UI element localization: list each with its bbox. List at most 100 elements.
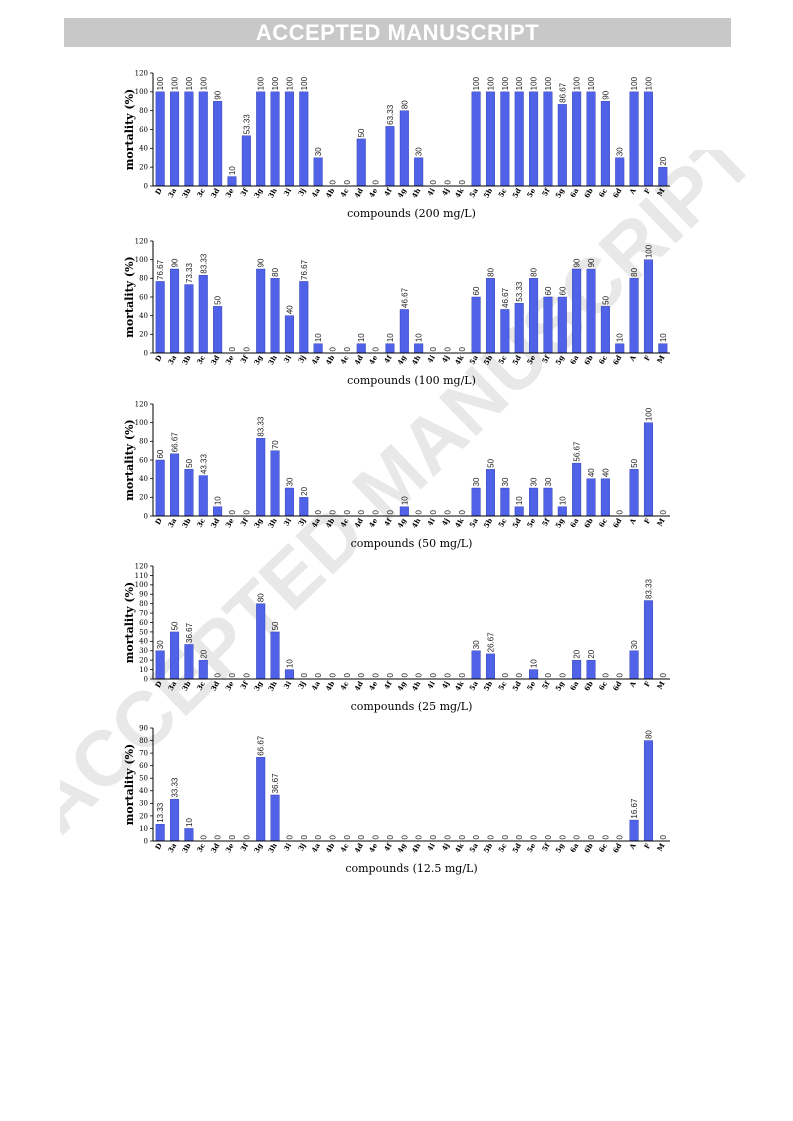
data-label: 76.67 [156,259,165,280]
category-label: 3i [282,516,294,527]
data-label: 0 [501,835,510,840]
category-label: 3h [266,187,279,200]
data-label: 0 [228,510,237,515]
data-label: 86.67 [558,82,567,103]
bar-F [643,600,653,680]
category-label: 4b [324,841,337,854]
category-label: 5c [496,842,508,854]
bar-chart-3: 02040608010012060D66.673a503b43.333c103d… [123,400,670,550]
bar-3j [299,281,309,354]
data-label: 0 [228,673,237,678]
category-label: F [642,841,652,850]
data-label: 0 [429,510,438,515]
data-label: 90 [601,90,610,99]
data-label: 30 [472,640,481,649]
bar-3g [256,268,266,354]
category-label: 3h [266,354,279,367]
data-label: 0 [343,835,352,840]
bar-D [155,91,165,187]
bar-5e [529,91,539,187]
y-tick-label: 40 [139,787,148,795]
bar-3b [184,91,194,187]
bar-5a [471,296,481,354]
bar-3d [213,306,223,354]
y-tick-label: 50 [139,628,148,636]
category-label: A [627,186,638,197]
category-label: 3j [296,680,307,691]
data-label: 10 [214,496,223,505]
category-label: 3a [166,353,179,366]
bar-3d [213,506,223,517]
category-label: 5d [510,186,523,199]
category-label: 5g [553,516,566,529]
data-label: 0 [242,510,251,515]
y-axis-title: mortality (%) [123,419,136,501]
category-label: 6a [568,679,581,692]
category-label: 4i [425,353,437,364]
category-label: 5e [525,679,538,692]
bar-3h [270,91,280,187]
category-label: 5f [540,841,552,853]
category-label: 4f [382,841,394,853]
category-label: 5b [482,186,495,199]
data-label: 0 [300,673,309,678]
data-label: 0 [285,835,294,840]
category-label: 3f [238,353,250,365]
data-label: 0 [429,347,438,352]
category-label: A [627,353,638,364]
category-label: 3e [223,353,236,366]
category-label: 5b [482,353,495,366]
data-label: 90 [257,258,266,267]
data-label: 0 [515,835,524,840]
data-label: 10 [515,496,524,505]
data-label: 0 [501,673,510,678]
category-label: D [153,354,164,364]
x-axis-title: compounds (200 mg/L) [347,207,476,220]
bar-5c [500,487,510,517]
category-label: 4i [425,841,437,852]
category-label: 4d [352,353,365,366]
category-label: M [655,841,667,852]
data-label: 0 [314,835,323,840]
data-label: 40 [587,468,596,477]
category-label: 5e [525,841,538,854]
category-label: 3b [180,516,193,529]
y-tick-label: 20 [139,331,148,339]
data-label: 0 [357,673,366,678]
data-label: 83.33 [199,253,208,274]
data-label: 0 [515,673,524,678]
bar-D [155,650,165,680]
data-label: 10 [415,333,424,342]
category-label: 3a [166,186,179,199]
category-label: 6c [597,680,609,692]
category-label: 6b [582,186,595,199]
category-label: 4c [338,842,350,854]
data-label: 0 [300,835,309,840]
category-label: 4a [309,679,322,692]
data-label: 43.33 [199,453,208,474]
data-label: 0 [443,347,452,352]
data-label: 0 [372,835,381,840]
category-label: 6a [568,841,581,854]
bar-5d [514,506,524,517]
category-label: 3e [223,186,236,199]
data-label: 50 [214,295,223,304]
category-label: 3c [195,842,207,854]
data-label: 10 [185,817,194,826]
data-label: 20 [587,649,596,658]
y-tick-label: 60 [139,762,148,770]
bar-6b [586,268,596,354]
data-label: 50 [630,458,639,467]
data-label: 46.67 [400,287,409,308]
category-label: 4h [410,842,423,855]
category-label: 4h [410,187,423,200]
y-tick-label: 60 [139,126,148,134]
category-label: 4i [425,679,437,690]
bar-5e [529,487,539,517]
data-label: 10 [616,333,625,342]
bar-4f [385,343,395,354]
data-label: 90 [573,258,582,267]
category-label: 5d [510,841,523,854]
bar-3b [184,828,194,842]
category-label: 3e [223,841,236,854]
